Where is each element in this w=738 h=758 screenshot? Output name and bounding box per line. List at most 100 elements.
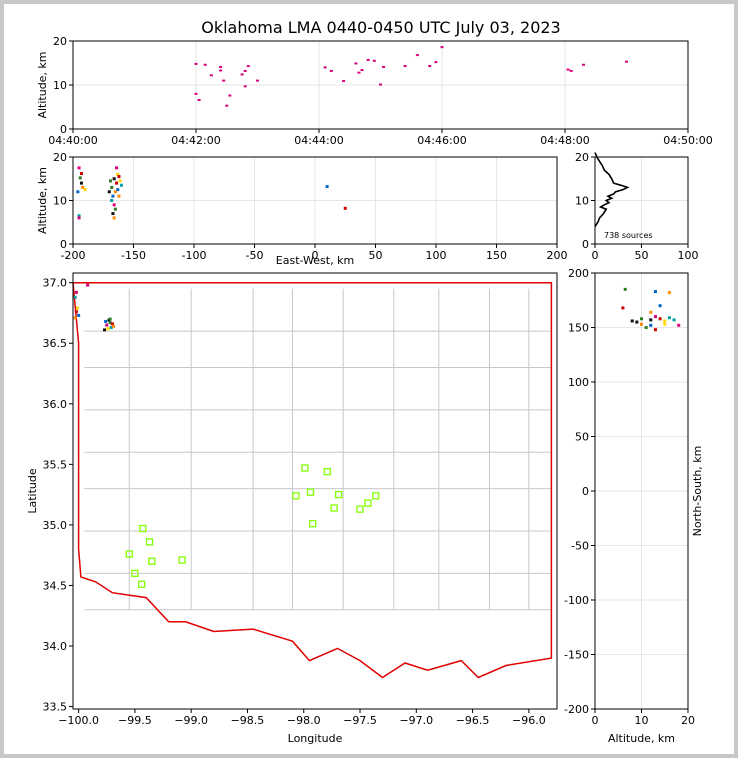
ns-source-point — [649, 323, 653, 327]
time-xtick-label: 04:42:00 — [171, 134, 220, 147]
time-ytick-label: 0 — [60, 123, 67, 136]
time-source-point — [225, 104, 229, 107]
plan-ytick-label: 36.5 — [43, 337, 68, 350]
plan-source-point — [73, 295, 77, 299]
plan-xtick-label: −99.5 — [118, 714, 152, 727]
ew-source-point — [77, 166, 81, 170]
plan-source-point — [108, 317, 112, 321]
plan-source-point — [104, 319, 108, 323]
ew-source-point — [116, 188, 120, 192]
ns-grid — [594, 272, 689, 710]
ew-source-point — [110, 185, 114, 189]
plan-source-point — [103, 328, 107, 332]
ns-ytick-label: -50 — [571, 540, 589, 553]
ns-xtick-label: 10 — [635, 714, 649, 727]
time-source-point — [569, 69, 573, 72]
plan-source-point — [74, 310, 78, 314]
plan-ytick-label: 33.5 — [43, 701, 68, 714]
ew-source-point — [78, 176, 82, 180]
ns-ytick-label: -200 — [564, 703, 589, 716]
hist-xtick-label: 50 — [635, 249, 649, 262]
ns-source-point — [677, 323, 681, 327]
lma-station-marker — [330, 504, 338, 512]
plan-source-point — [109, 326, 113, 329]
time-source-point — [382, 65, 386, 68]
time-source-point — [256, 79, 259, 82]
ns-ylabel: North-South, km — [691, 446, 704, 537]
time-xtick-label: 04:44:00 — [294, 134, 343, 147]
plan-source-point — [74, 290, 78, 294]
ew-source-point — [116, 172, 120, 176]
ns-source-point — [658, 317, 662, 321]
lma-station-marker — [148, 557, 156, 565]
lma-station-marker — [364, 499, 372, 507]
time-source-point — [219, 69, 223, 72]
plan-xlabel: Longitude — [288, 732, 343, 745]
time-source-point — [329, 69, 333, 72]
ns-ytick-label: 150 — [568, 322, 589, 335]
ns-source-point — [653, 315, 657, 319]
time-xtick-label: 04:50:00 — [663, 134, 712, 147]
time-xtick-label: 04:48:00 — [540, 134, 589, 147]
time-source-point — [228, 94, 232, 97]
lma-station-marker — [301, 464, 309, 472]
ns-source-point — [644, 326, 648, 329]
time-ytick-label: 20 — [53, 35, 67, 48]
plan-ytick-label: 35.0 — [43, 519, 68, 532]
plan-ytick-label: 35.5 — [43, 458, 68, 471]
ns-source-point — [649, 318, 653, 322]
time-source-point — [246, 65, 250, 68]
state-boundary — [72, 281, 553, 679]
ns-source-point — [621, 306, 625, 310]
time-source-point — [354, 62, 358, 65]
plan-source-point — [73, 316, 77, 320]
ns-source-point — [653, 290, 657, 294]
plan-ytick-label: 34.0 — [43, 640, 68, 653]
ew-ytick-label: 20 — [53, 151, 67, 164]
lma-figure: Oklahoma LMA 0440-0450 UTC July 03, 2023… — [26, 18, 713, 745]
hist-xtick-label: 100 — [678, 249, 699, 262]
ew-source-point — [79, 172, 83, 176]
time-source-point — [566, 68, 570, 71]
time-source-point — [434, 61, 438, 64]
time-source-point — [194, 62, 198, 65]
ew-source-point — [77, 214, 81, 218]
time-source-point — [415, 54, 419, 57]
ew-ytick-label: 10 — [53, 195, 67, 208]
time-source-point — [403, 65, 407, 68]
lma-station-marker — [125, 550, 133, 558]
ns-source-point — [640, 322, 643, 326]
ns-source-point — [667, 316, 671, 320]
ew-source-point — [113, 207, 117, 211]
time-source-point — [428, 65, 432, 68]
ew-grid — [72, 156, 558, 245]
ns-ytick-label: 200 — [568, 267, 589, 280]
ns-source-point — [667, 291, 671, 295]
ew-source-point — [343, 206, 347, 210]
ew-source-point — [107, 190, 111, 194]
plan-source-point — [105, 323, 109, 327]
ew-source-point — [81, 185, 85, 189]
ew-source-point — [109, 179, 113, 183]
time-source-point — [194, 92, 198, 95]
ns-source-point — [663, 319, 667, 323]
lma-station-marker — [309, 520, 317, 528]
plan-source-point — [110, 322, 114, 326]
ns-ytick-label: 0 — [582, 485, 589, 498]
plan-source-point — [76, 306, 80, 310]
ew-source-point — [112, 216, 116, 220]
plan-view-frame — [72, 272, 558, 710]
ew-xtick-label: -50 — [246, 249, 264, 262]
ew-source-point — [76, 190, 80, 194]
ew-source-point — [117, 175, 121, 179]
time-source-point — [219, 65, 223, 68]
sources-count-label: 738 sources — [604, 231, 653, 240]
ns-source-point — [630, 319, 634, 323]
ew-source-point — [118, 179, 122, 183]
time-source-point — [222, 79, 226, 82]
ew-source-point — [111, 194, 115, 198]
time-ytick-label: 10 — [53, 79, 67, 92]
ns-source-point — [635, 320, 639, 324]
ew-source-point — [112, 177, 116, 181]
plan-ytick-label: 37.0 — [43, 277, 68, 290]
